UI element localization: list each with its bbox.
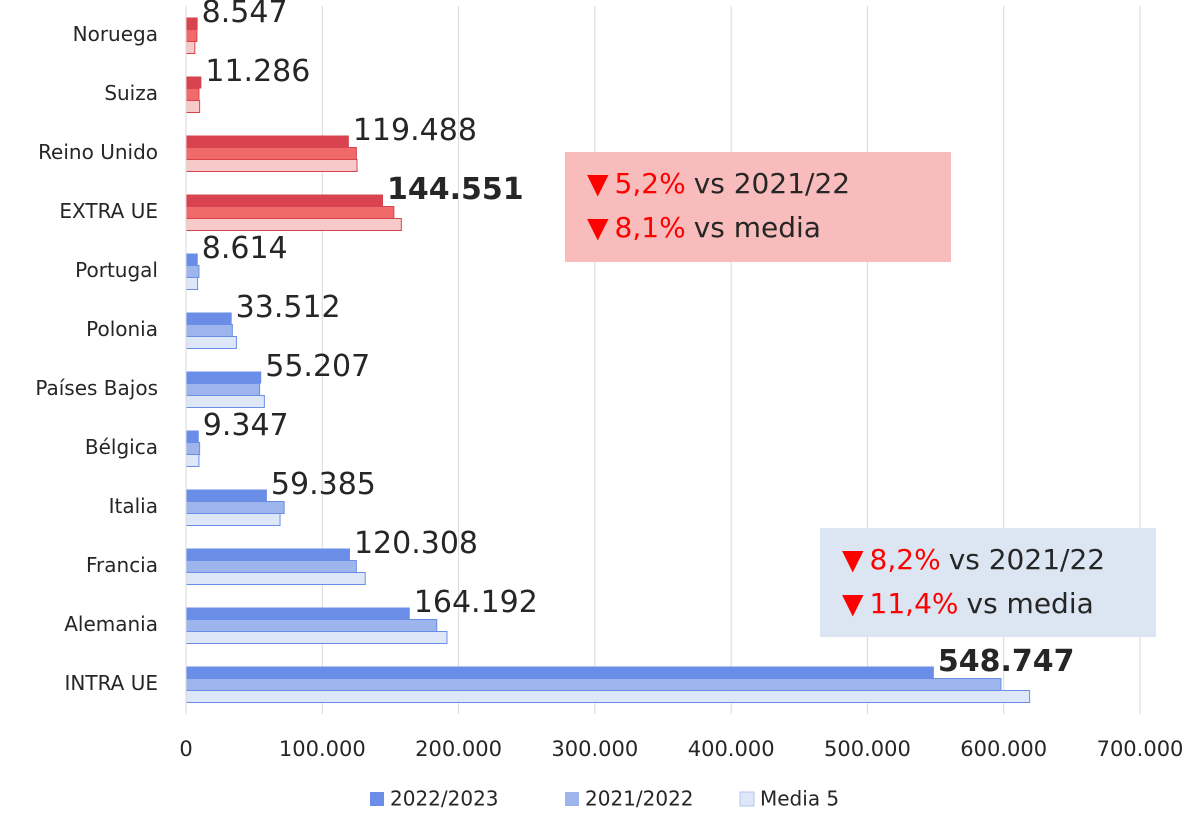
bar: [185, 100, 201, 113]
y-tick-label: Reino Unido: [38, 140, 158, 164]
bar: [186, 312, 232, 325]
bar: [185, 572, 366, 585]
annotation-text: ▼ 8,1% vs media: [587, 211, 821, 244]
annotation-text: ▼ 8,2% vs 2021/22: [842, 543, 1105, 576]
annotation-marker: ▼: [842, 543, 864, 576]
data-label: 120.308: [354, 526, 478, 561]
legend-swatch: [565, 792, 579, 806]
bar: [186, 666, 934, 679]
data-label: 119.488: [353, 113, 477, 148]
annotation-label: vs 2021/22: [949, 543, 1105, 576]
annotation-label: vs 2021/22: [694, 167, 850, 200]
y-tick-label: Polonia: [86, 317, 158, 341]
bar: [186, 489, 267, 502]
data-label: 55.207: [265, 349, 370, 384]
bar: [186, 135, 349, 148]
data-label: 9.347: [203, 408, 289, 443]
bar: [186, 76, 202, 89]
bar: [185, 501, 285, 514]
bar: [186, 548, 350, 561]
bar: [185, 218, 402, 231]
bar: [185, 395, 265, 408]
y-tick-label: INTRA UE: [65, 671, 158, 695]
y-tick-label: Bélgica: [85, 435, 158, 459]
annotation-text: ▼ 11,4% vs media: [842, 587, 1094, 620]
data-label: 33.512: [236, 290, 341, 325]
bar: [185, 560, 357, 573]
y-tick-label: EXTRA UE: [59, 199, 158, 223]
x-tick-label: 600.000: [960, 737, 1047, 761]
x-tick-label: 0: [179, 737, 192, 761]
bar: [185, 324, 233, 337]
data-label: 548.747: [938, 644, 1075, 679]
bar: [185, 88, 200, 101]
bar: [186, 371, 262, 384]
bar: [186, 253, 198, 266]
legend-label: 2022/2023: [390, 787, 499, 811]
bar: [185, 631, 448, 644]
legend-swatch: [739, 791, 755, 807]
annotation-text: ▼ 5,2% vs 2021/22: [587, 167, 850, 200]
y-tick-label: Portugal: [75, 258, 158, 282]
bar: [186, 607, 410, 620]
bar: [185, 336, 237, 349]
annotation-label: vs media: [694, 211, 821, 244]
annotation-value: 8,1%: [615, 211, 686, 244]
data-label: 8.614: [202, 231, 288, 266]
x-tick-label: 400.000: [688, 737, 775, 761]
bar: [185, 513, 281, 526]
annotation-box: [820, 528, 1156, 637]
bar: [185, 147, 357, 160]
legend-swatch: [370, 792, 384, 806]
bar: [185, 159, 358, 172]
annotation-marker: ▼: [842, 587, 864, 620]
bar: [185, 442, 201, 455]
bar: [186, 194, 384, 207]
bar: [185, 277, 199, 290]
x-tick-label: 700.000: [1097, 737, 1184, 761]
annotation-value: 8,2%: [870, 543, 941, 576]
annotation-label: vs media: [967, 587, 1094, 620]
y-tick-label: Alemania: [64, 612, 158, 636]
y-tick-label: Francia: [86, 553, 158, 577]
data-label: 11.286: [205, 54, 310, 89]
bar: [186, 430, 199, 443]
x-tick-label: 500.000: [824, 737, 911, 761]
y-tick-label: Italia: [109, 494, 158, 518]
bar: [185, 41, 196, 54]
data-label: 59.385: [271, 467, 376, 502]
bar: [185, 678, 1002, 691]
bar: [185, 29, 198, 42]
annotation-marker: ▼: [587, 211, 609, 244]
bar: [185, 619, 438, 632]
annotation-box: [565, 152, 951, 262]
x-tick-label: 100.000: [279, 737, 366, 761]
data-label: 144.551: [387, 172, 524, 207]
y-tick-label: Países Bajos: [35, 376, 158, 400]
y-tick-label: Suiza: [104, 81, 158, 105]
bar: [186, 17, 198, 30]
x-tick-label: 200.000: [415, 737, 502, 761]
annotation-value: 11,4%: [870, 587, 959, 620]
legend-label: Media 5: [760, 787, 839, 811]
bar: [185, 383, 261, 396]
annotation-marker: ▼: [587, 167, 609, 200]
legend-label: 2021/2022: [585, 787, 694, 811]
y-tick-label: Noruega: [73, 22, 158, 46]
bar: [185, 206, 395, 219]
data-label: 164.192: [414, 585, 538, 620]
x-tick-label: 300.000: [551, 737, 638, 761]
annotation-value: 5,2%: [615, 167, 686, 200]
bar: [185, 265, 200, 278]
data-label: 8.547: [202, 0, 288, 30]
bar: [185, 454, 200, 467]
bar: [185, 690, 1031, 703]
